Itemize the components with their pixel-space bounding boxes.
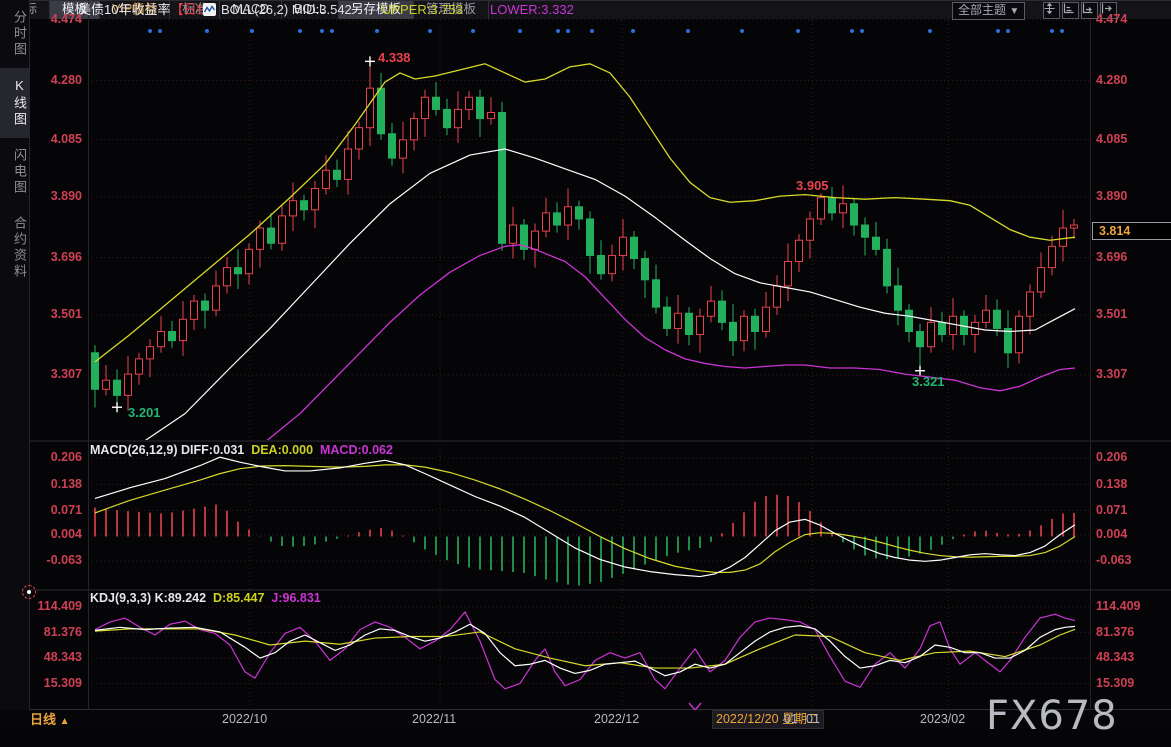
theme-dropdown-label: 全部主题 — [958, 3, 1007, 17]
axis-label: 114.409 — [1096, 599, 1141, 613]
sidebar-item-闪电图[interactable]: 闪电图 — [12, 148, 27, 196]
tab-另存模板[interactable]: 另存模板 — [338, 1, 414, 19]
axis-label: 48.343 — [43, 650, 82, 664]
watermark: FX678 — [986, 693, 1118, 739]
date-axis: 日线 ▲ 2022/12/20 星期二 01 2022/10 2022/11 202… — [0, 710, 1171, 729]
axis-label: -0.063 — [1096, 553, 1132, 567]
axis-label: 0.071 — [50, 502, 82, 517]
axis-label: 3.890 — [1096, 189, 1128, 203]
tab-VIP指标[interactable]: VIP指标 — [100, 1, 171, 19]
axis-label: 4.085 — [1096, 131, 1128, 146]
boll-readout: BOLL(26,2) MID:3.542 — [221, 2, 352, 17]
sidebar-item-合约资料[interactable]: 合约资料 — [12, 216, 27, 280]
date-tick-label: 2022/10 — [222, 712, 268, 726]
axis-label: 4.280 — [1096, 72, 1128, 87]
date-tick-label: 2022/11 — [412, 712, 457, 726]
triangle-up-icon: ▲ — [59, 716, 70, 727]
macd-panel — [94, 456, 1076, 586]
x-axis-scale-icon[interactable] — [1081, 2, 1098, 19]
chevron-down-icon: ▼ — [1009, 6, 1020, 17]
pan-right-icon[interactable] — [1100, 2, 1117, 19]
chart-type-sidebar: 分时图 K线图闪电图合约资料 — [0, 0, 30, 710]
boll-upper-readout: UPPER:3.753 — [382, 2, 463, 17]
tab-标准[interactable]: 标准 — [170, 1, 221, 19]
tab-管理模板[interactable]: 管理模板 — [414, 1, 490, 19]
instrument-title: 美债10年收益率【日线】 — [78, 2, 223, 17]
date-tick-label: 2023/02 — [920, 712, 966, 726]
axis-label: 114.409 — [37, 599, 83, 613]
price-annotation: 3.321 — [912, 374, 945, 389]
axis-label: 4.474 — [1096, 12, 1128, 26]
axis-label: 0.138 — [1096, 476, 1128, 491]
kdj-d-readout: D:85.447 — [213, 591, 265, 605]
axis-label: 15.309 — [43, 675, 82, 690]
axis-label: 3.501 — [1096, 307, 1128, 321]
axis-label: 4.474 — [50, 12, 82, 26]
indicator-tab-bar: 指标模板VIP指标标准MACDBOLL另存模板管理模板 — [0, 0, 1171, 19]
indicator-settings-icon[interactable] — [22, 585, 36, 599]
axis-label: -0.063 — [46, 553, 82, 567]
selected-date-label: 2022/12/20 星期二 — [712, 710, 824, 729]
date-tick-label: 2022/12 — [594, 712, 640, 726]
kdj-j-readout: J:96.831 — [271, 591, 321, 605]
last-price-tag: 3.814 — [1092, 222, 1171, 240]
kdj-title: KDJ(9,3,3) — [90, 591, 152, 605]
axis-label: 3.890 — [50, 189, 82, 203]
price-panel — [91, 56, 1078, 440]
macd-diff-readout: DIFF:0.031 — [181, 443, 245, 457]
macd-dea-readout: DEA:0.000 — [251, 443, 314, 457]
axis-label: 0.004 — [1096, 527, 1128, 541]
axis-label: 0.138 — [50, 476, 82, 491]
gridlines — [88, 19, 1090, 705]
boll-lower-readout: LOWER:3.332 — [490, 2, 574, 17]
axis-label: 48.343 — [1096, 650, 1135, 664]
sidebar-item-分时图[interactable]: 分时图 — [12, 10, 27, 58]
move-tool-icon[interactable] — [1043, 2, 1060, 19]
kdj-panel — [94, 611, 1076, 690]
macd-title: MACD(26,12,9) — [90, 443, 178, 457]
tab-BOLL[interactable]: BOLL — [282, 1, 339, 19]
kdj-k-readout: K:89.242 — [154, 591, 207, 605]
axis-label: 0.004 — [50, 527, 82, 541]
date-tick-label: 01 — [784, 712, 798, 726]
macd-macd-readout: MACD:0.062 — [319, 443, 393, 457]
axis-label: 0.206 — [50, 450, 82, 464]
axis-label: 0.071 — [1096, 502, 1128, 517]
theme-dropdown[interactable]: 全部主题 ▼ — [952, 2, 1026, 20]
tab-MACD[interactable]: MACD — [220, 1, 283, 19]
y-axis-scale-icon[interactable] — [1062, 2, 1079, 19]
tab-模板[interactable]: 模板 — [50, 1, 101, 19]
axis-label: 4.085 — [50, 131, 82, 146]
axis-label: 0.206 — [1096, 450, 1128, 464]
partial-date-label: 01 — [806, 712, 820, 726]
axis-label: 3.307 — [1096, 367, 1128, 381]
axis-label: 4.280 — [50, 72, 82, 87]
axis-label: 3.696 — [50, 249, 82, 264]
indicator-icon — [203, 3, 216, 16]
axis-label: 3.501 — [50, 307, 82, 321]
axis-label: 81.376 — [1096, 624, 1135, 639]
axis-label: 81.376 — [43, 624, 82, 639]
axis-label: 3.696 — [1096, 249, 1128, 264]
sidebar-item-K线图[interactable]: K线图 — [0, 68, 29, 138]
kdj-header: KDJ(9,3,3) K:89.242 D:85.447 J:96.831 — [90, 591, 321, 605]
price-annotation: 3.905 — [796, 178, 829, 193]
overlays: 4.338 3.201 3.905 3.321 — [30, 0, 1171, 712]
price-annotation: 3.201 — [128, 405, 161, 420]
period-selector[interactable]: 日线 ▲ — [30, 712, 70, 727]
macd-header: MACD(26,12,9) DIFF:0.031 DEA:0.000 MACD:… — [90, 443, 393, 457]
price-annotation: 4.338 — [378, 50, 411, 65]
axis-label: 15.309 — [1096, 675, 1135, 690]
axis-label: 3.307 — [50, 367, 82, 381]
